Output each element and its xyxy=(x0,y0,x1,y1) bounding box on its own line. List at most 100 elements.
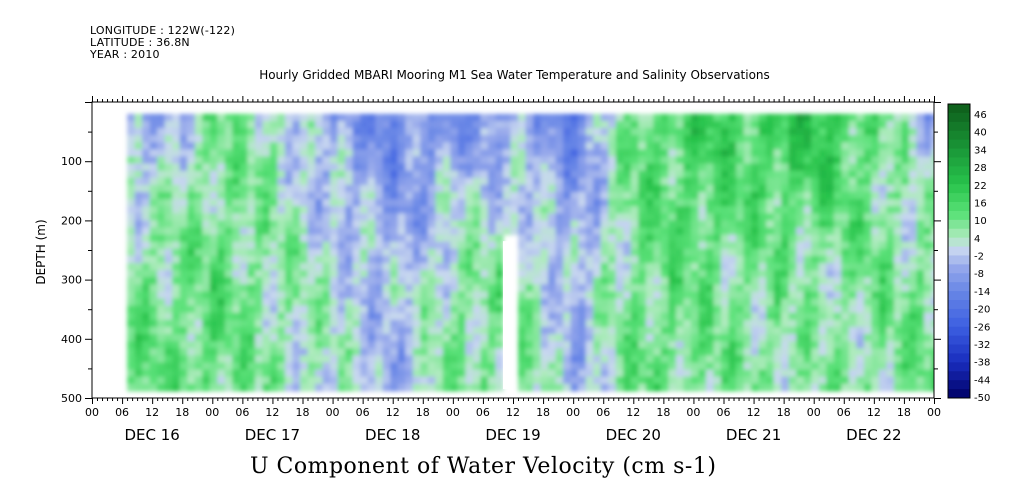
heatmap-cell xyxy=(134,163,143,172)
heatmap-cell xyxy=(653,298,662,307)
heatmap-cell xyxy=(337,163,346,172)
heatmap-cell xyxy=(720,142,730,150)
heatmap-cell xyxy=(548,312,557,321)
heatmap-cell xyxy=(457,170,466,179)
heatmap-cell xyxy=(397,362,406,371)
heatmap-cell xyxy=(630,220,639,229)
heatmap-cell xyxy=(796,191,805,200)
heatmap-cell xyxy=(502,213,512,221)
heatmap-cell xyxy=(292,135,301,143)
heatmap-cell xyxy=(367,319,376,328)
heatmap-cell xyxy=(871,213,880,221)
heatmap-cell xyxy=(705,199,715,207)
heatmap-cell xyxy=(518,163,527,172)
heatmap-cell xyxy=(435,263,444,271)
heatmap-cell xyxy=(660,163,669,172)
heatmap-cell xyxy=(172,241,181,250)
heatmap-cell xyxy=(570,326,579,335)
heatmap-cell xyxy=(736,369,745,378)
heatmap-cell xyxy=(766,305,775,314)
heatmap-cell xyxy=(397,291,406,300)
heatmap-cell xyxy=(886,277,895,285)
heatmap-cell xyxy=(164,128,173,136)
heatmap-cell xyxy=(766,227,775,236)
heatmap-cell xyxy=(187,355,196,364)
heatmap-cell xyxy=(315,376,324,385)
heatmap-cell xyxy=(653,156,662,165)
heatmap-cell xyxy=(518,277,527,285)
x-tick-label: 18 xyxy=(536,406,550,419)
heatmap-cell xyxy=(893,248,903,257)
heatmap-cell xyxy=(743,184,752,193)
heatmap-cell xyxy=(803,263,812,271)
heatmap-cell xyxy=(720,220,730,229)
heatmap-cell xyxy=(758,284,767,293)
heatmap-cell xyxy=(773,348,782,356)
heatmap-cell xyxy=(803,334,812,342)
heatmap-cell xyxy=(803,348,812,356)
heatmap-cell xyxy=(555,177,564,186)
heatmap-cell xyxy=(833,298,842,307)
heatmap-cell xyxy=(420,156,429,165)
heatmap-cell xyxy=(179,369,188,378)
heatmap-cell xyxy=(442,270,451,278)
heatmap-cell xyxy=(217,128,226,136)
heatmap-cell xyxy=(292,319,301,328)
heatmap-cell xyxy=(435,191,444,200)
heatmap-cell xyxy=(585,206,594,214)
heatmap-cell xyxy=(766,156,775,165)
heatmap-cell xyxy=(923,120,933,129)
heatmap-cell xyxy=(472,149,482,158)
heatmap-cell xyxy=(284,128,294,136)
heatmap-cell xyxy=(585,149,594,158)
heatmap-cell xyxy=(901,362,910,371)
heatmap-cell xyxy=(525,341,534,349)
heatmap-cell xyxy=(299,305,309,314)
heatmap-cell xyxy=(457,291,466,300)
heatmap-cell xyxy=(465,369,474,378)
heatmap-cell xyxy=(593,128,602,136)
heatmap-cell xyxy=(157,362,166,371)
heatmap-cell xyxy=(796,120,805,129)
heatmap-cell xyxy=(495,326,504,335)
heatmap-cell xyxy=(758,227,767,236)
heatmap-cell xyxy=(585,298,594,307)
heatmap-cell xyxy=(908,220,918,229)
heatmap-cell xyxy=(457,362,466,371)
heatmap-cell xyxy=(578,120,587,129)
heatmap-cell xyxy=(720,291,730,300)
heatmap-cell xyxy=(232,270,241,278)
heatmap-cell xyxy=(728,234,737,243)
heatmap-cell xyxy=(728,291,737,300)
heatmap-cell xyxy=(645,362,654,371)
heatmap-cell xyxy=(390,305,399,314)
heatmap-cell xyxy=(901,120,910,129)
heatmap-cell xyxy=(232,263,241,271)
heatmap-cell xyxy=(157,248,166,257)
heatmap-cell xyxy=(149,234,158,243)
heatmap-cell xyxy=(330,128,339,136)
heatmap-cell xyxy=(254,163,264,172)
heatmap-cell xyxy=(878,369,887,378)
heatmap-cell xyxy=(856,220,865,229)
heatmap-cell xyxy=(908,326,918,335)
heatmap-cell xyxy=(871,163,880,172)
heatmap-cell xyxy=(337,263,346,271)
heatmap-cell xyxy=(886,220,895,229)
heatmap-cell xyxy=(893,149,903,158)
heatmap-cell xyxy=(299,206,309,214)
heatmap-cell xyxy=(796,319,805,328)
heatmap-cell xyxy=(239,355,248,364)
heatmap-cell xyxy=(600,326,609,335)
heatmap-cell xyxy=(224,128,233,136)
heatmap-cell xyxy=(773,369,782,378)
heatmap-cell xyxy=(683,362,692,371)
heatmap-cell xyxy=(525,326,534,335)
heatmap-cell xyxy=(172,177,181,186)
heatmap-cell xyxy=(893,120,903,129)
heatmap-cell xyxy=(931,319,934,328)
heatmap-cell xyxy=(367,177,376,186)
heatmap-cell xyxy=(683,248,692,257)
heatmap-cell xyxy=(427,376,436,385)
heatmap-cell xyxy=(833,234,842,243)
